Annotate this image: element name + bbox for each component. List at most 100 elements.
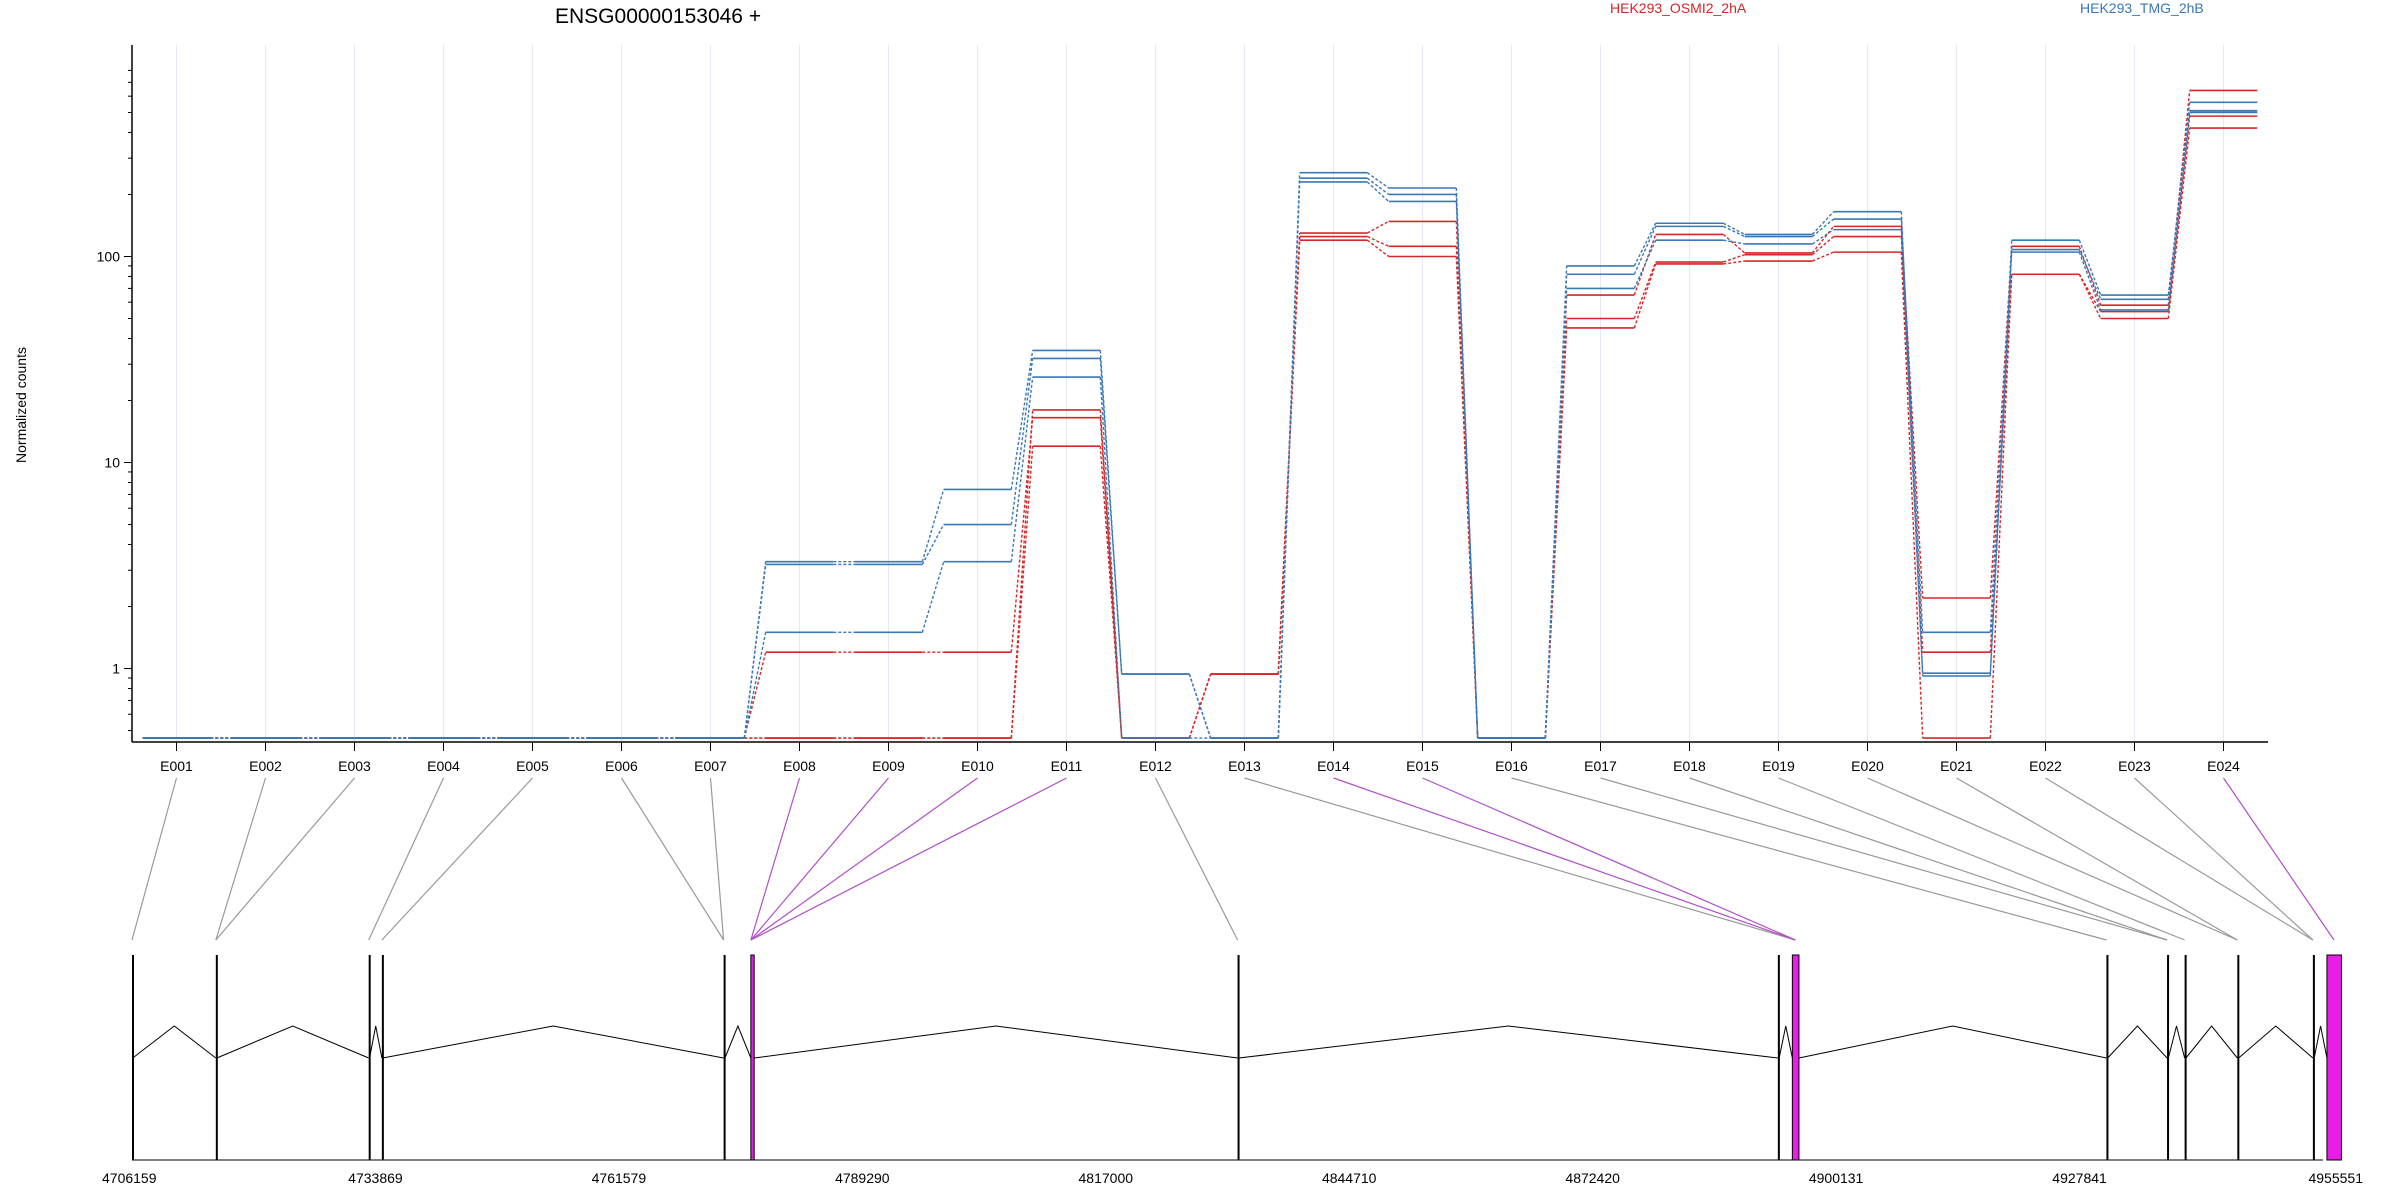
intron [2238,1025,2314,1059]
intron [216,1025,369,1059]
exon-label-e008: E008 [783,758,816,774]
exon-box-highlighted [750,954,755,1161]
data-transition [1723,260,1745,265]
coordinate-label: 4733869 [348,1170,403,1186]
data-transition [1989,246,2013,599]
exon-label-e001: E001 [160,758,193,774]
exon-label-e007: E007 [694,758,727,774]
exon-label-e005: E005 [516,758,549,774]
data-transition [743,632,767,739]
intron [754,1025,1238,1059]
data-transition [1010,409,1034,739]
intron [382,1025,724,1059]
data-transition [1633,261,1657,319]
exon-connector [2223,777,2335,941]
exon-box-highlighted [2326,954,2342,1161]
intron [724,1024,752,1059]
exon-label-e002: E002 [249,758,282,774]
data-transition [1010,446,1034,739]
exon-box [2167,955,2170,1160]
data-transition [2078,246,2102,306]
coordinate-label: 4844710 [1322,1170,1377,1186]
data-transition [1722,233,1746,254]
data-transition [1455,194,1479,739]
exon-connector [750,777,889,941]
exon-connector [1154,777,1239,941]
data-transition [1188,673,1212,739]
coordinate-label: 4900131 [1809,1170,1864,1186]
exon-connector [215,777,267,941]
exon-box [381,955,384,1160]
exon-connector [1244,777,1796,941]
data-transition [2078,249,2102,300]
data-transition [1099,446,1123,739]
exon-connector [381,777,533,941]
exon-connector [2045,777,2314,941]
data-transition [1722,222,1746,236]
data-transition [1900,218,1924,633]
exon-connector [215,777,355,941]
data-transition [1812,251,1834,262]
data-transition [1811,211,1835,235]
data-transition [1099,350,1123,675]
data-transition [921,524,945,565]
exon-label-e021: E021 [1940,758,1973,774]
series-2 [142,89,2258,739]
data-transition [2078,239,2102,296]
grid [176,45,2224,742]
legend-entry-osmi2: HEK293_OSMI2_2hA [1610,0,1747,16]
gene-model: 4706159 4733869 4761579 4789290 4817000 48447… [102,954,2363,1186]
exon-label-e014: E014 [1317,758,1350,774]
data-transition [1010,358,1034,525]
exon-label-e020: E020 [1851,758,1884,774]
exon-connector [1956,777,2238,941]
data-transition [1633,263,1657,329]
intron [2107,1025,2168,1059]
exon-box [2106,955,2109,1160]
data-transition [2167,110,2191,296]
coordinate-label: 4927841 [2052,1170,2107,1186]
data-transition [921,561,945,633]
exon-box [1237,955,1240,1160]
data-transition [743,652,767,739]
data-transition [1989,274,2013,653]
data-transition [1367,235,1389,247]
coordinate-label: 4817000 [1079,1170,1134,1186]
exon-label-e022: E022 [2029,758,2062,774]
y-tick-label: 10 [104,455,120,471]
exon-label-e009: E009 [872,758,905,774]
exon-label-e012: E012 [1139,758,1172,774]
data-transition [921,489,945,562]
data-transition [1277,181,1301,739]
data-transition [1544,265,1568,739]
exon-connector [1600,777,2168,941]
intron [2313,1025,2328,1059]
exon-label-e024: E024 [2207,758,2240,774]
exon-connector [1689,777,2168,941]
data-transition [1277,232,1301,675]
data-transition [1989,249,2013,633]
series-0 [142,127,2258,739]
exon-box [368,955,371,1160]
series-5 [142,109,2258,739]
data-transition [1633,239,1657,289]
data-transition [2078,251,2102,311]
data-transition [2167,102,2191,300]
exon-box [2237,955,2240,1160]
data-transition [1633,222,1657,267]
coordinate-label: 4761579 [592,1170,647,1186]
coordinate-label: 4789290 [835,1170,890,1186]
legend-entry-tmg: HEK293_TMG_2hB [2080,0,2204,16]
y-tick-label: 1 [112,661,120,677]
data-transition [1723,239,1745,245]
y-tick-label: 100 [97,248,121,264]
exon-label-e013: E013 [1228,758,1261,774]
exon-label-e016: E016 [1495,758,1528,774]
exon-box-highlighted [1791,954,1800,1161]
data-transition [1811,218,1835,238]
data-transition [1455,187,1479,739]
series-lines [142,89,2258,739]
exon-connector [750,777,1067,941]
exon-label-e023: E023 [2118,758,2151,774]
